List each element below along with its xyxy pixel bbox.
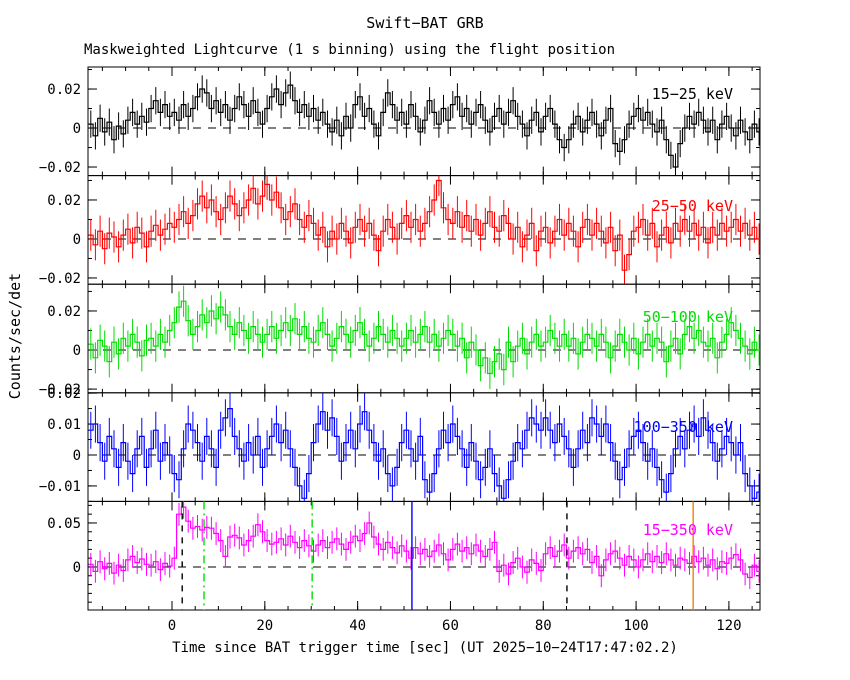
panel-100−350-keV: −0.01 0 0.01 0.02 bbox=[39, 386, 761, 502]
svg-text:−0.02: −0.02 bbox=[39, 271, 81, 287]
panel-25−50-keV: −0.02 0 0.02 bbox=[39, 175, 761, 287]
svg-text:−0.02: −0.02 bbox=[39, 160, 81, 176]
svg-text:−0.02: −0.02 bbox=[39, 382, 81, 398]
x-tick-label: 20 bbox=[256, 618, 273, 634]
figure-title: Swift−BAT GRB bbox=[366, 14, 484, 32]
x-tick-label: 80 bbox=[535, 618, 552, 634]
x-axis-label: Time since BAT trigger time [sec] (UT 20… bbox=[172, 640, 678, 656]
svg-text:0: 0 bbox=[73, 232, 81, 248]
svg-text:0: 0 bbox=[73, 448, 81, 464]
svg-text:0.02: 0.02 bbox=[47, 82, 81, 98]
x-tick-label: 60 bbox=[442, 618, 459, 634]
panel-label-15-25-kev: 15−25 keV bbox=[651, 85, 733, 103]
svg-text:0.05: 0.05 bbox=[47, 516, 81, 532]
svg-text:0.02: 0.02 bbox=[47, 193, 81, 209]
svg-text:0.01: 0.01 bbox=[47, 417, 81, 433]
svg-text:0.02: 0.02 bbox=[47, 304, 81, 320]
x-tick-label: 120 bbox=[716, 618, 741, 634]
panel-label-50-100-kev: 50−100 keV bbox=[642, 308, 733, 326]
x-tick-label: 40 bbox=[349, 618, 366, 634]
x-tick-label: 0 bbox=[168, 618, 176, 634]
x-tick-label: 100 bbox=[623, 618, 648, 634]
figure-subtitle: Maskweighted Lightcurve (1 s binning) us… bbox=[84, 42, 616, 58]
panel-50−100-keV: −0.02 0 0.02 bbox=[39, 283, 761, 398]
svg-text:0: 0 bbox=[73, 121, 81, 137]
panel-label-25-50-kev: 25−50 keV bbox=[651, 197, 733, 215]
svg-text:0.02: 0.02 bbox=[47, 386, 81, 402]
svg-text:−0.01: −0.01 bbox=[39, 479, 81, 495]
panel-label-15-350-kev: 15−350 keV bbox=[642, 521, 733, 539]
panel-label-100-350-kev: 100−350 keV bbox=[633, 418, 733, 436]
svg-text:0: 0 bbox=[73, 343, 81, 359]
svg-text:0: 0 bbox=[73, 560, 81, 576]
panel-15−350-keV: 00.05 bbox=[47, 500, 761, 611]
